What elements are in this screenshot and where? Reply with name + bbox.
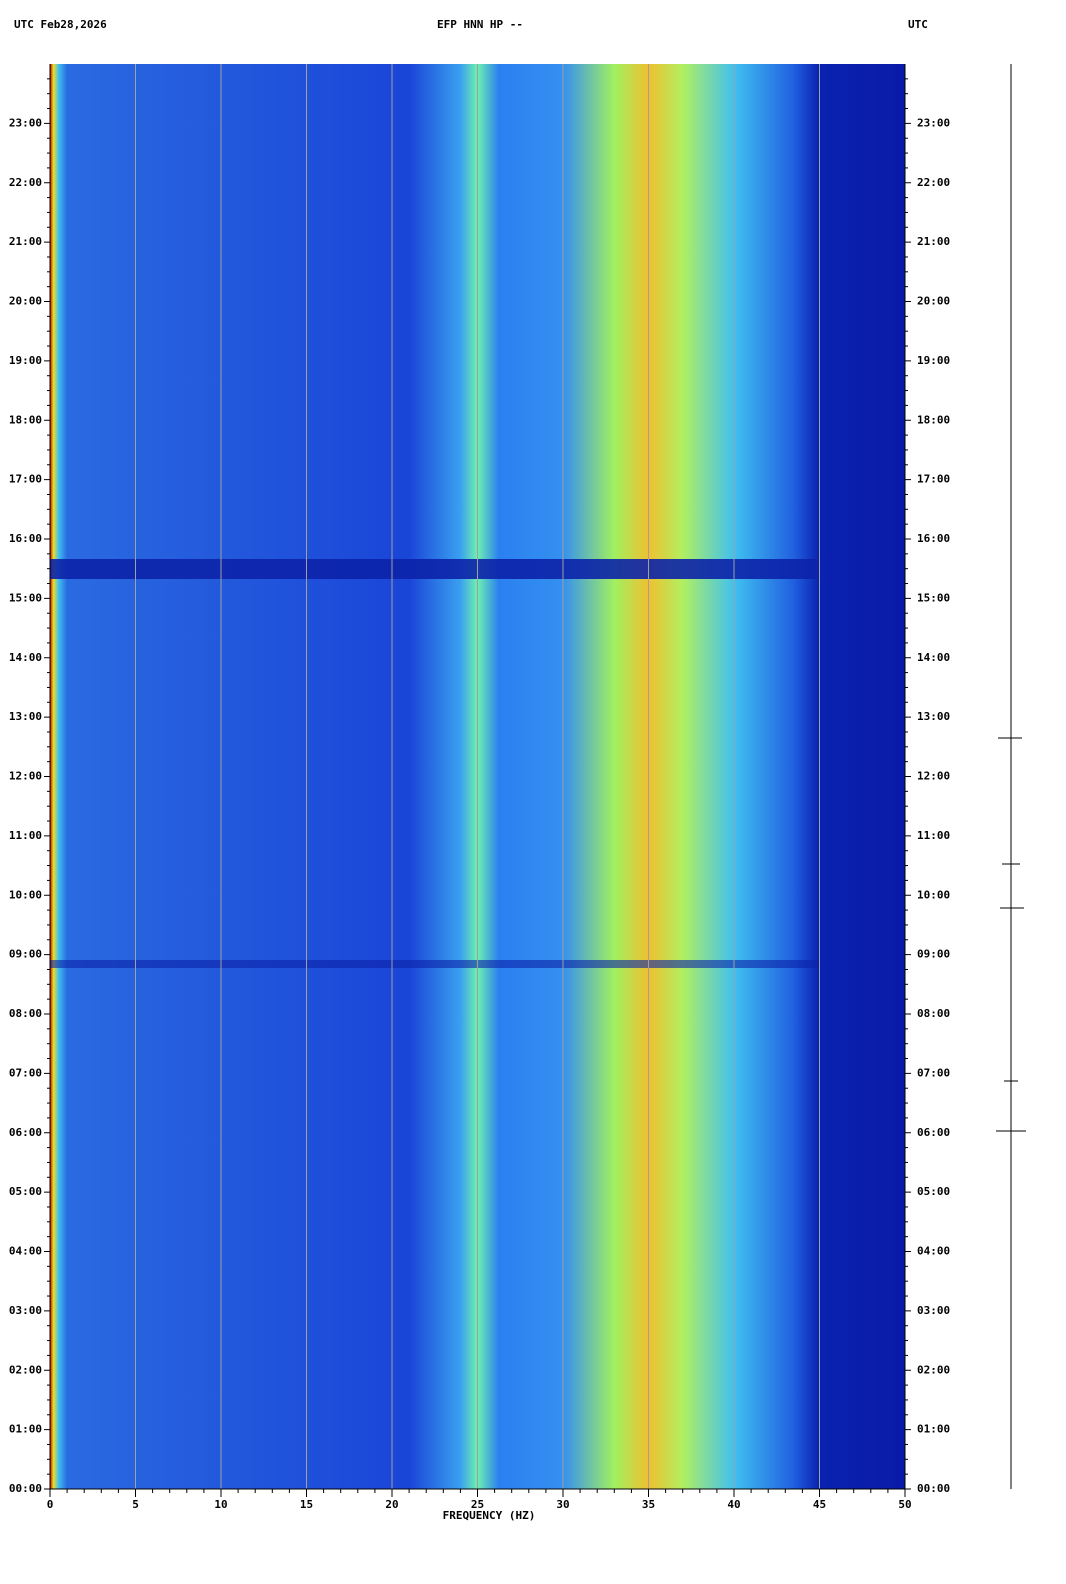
x-tick-label: 10 [214,1498,227,1511]
x-tick-label: 20 [385,1498,398,1511]
y-tick-label: 02:00 [917,1363,950,1376]
y-tick-label: 12:00 [9,770,42,783]
x-tick-label: 5 [132,1498,139,1511]
y-tick-label: 22:00 [9,176,42,189]
top-left-label: UTC Feb28,2026 [14,18,107,31]
y-tick-label: 06:00 [9,1126,42,1139]
y-tick-label: 19:00 [9,354,42,367]
y-tick-label: 04:00 [917,1245,950,1258]
x-tick-label: 35 [642,1498,655,1511]
quiet-band [50,960,820,968]
quiet-band [50,559,820,579]
y-tick-label: 10:00 [9,888,42,901]
y-tick-label: 10:00 [917,888,950,901]
y-tick-label: 20:00 [9,295,42,308]
x-tick-label: 40 [727,1498,740,1511]
y-tick-label: 16:00 [917,532,950,545]
y-tick-label: 03:00 [917,1304,950,1317]
y-tick-label: 15:00 [917,591,950,604]
chart-title: EFP HNN HP -- [437,18,523,31]
y-tick-label: 16:00 [9,532,42,545]
x-tick-label: 15 [300,1498,313,1511]
y-tick-label: 01:00 [9,1423,42,1436]
y-tick-label: 14:00 [9,651,42,664]
y-tick-label: 17:00 [9,473,42,486]
y-tick-label: 23:00 [9,116,42,129]
y-tick-label: 22:00 [917,176,950,189]
top-right-label: UTC [908,18,928,31]
y-tick-label: 18:00 [9,413,42,426]
y-tick-label: 13:00 [9,710,42,723]
y-tick-label: 12:00 [917,770,950,783]
y-tick-label: 09:00 [917,948,950,961]
y-tick-label: 05:00 [9,1185,42,1198]
y-tick-label: 21:00 [917,235,950,248]
y-tick-label: 13:00 [917,710,950,723]
y-tick-label: 00:00 [917,1482,950,1495]
y-tick-label: 20:00 [917,295,950,308]
y-tick-label: 02:00 [9,1363,42,1376]
x-tick-label: 25 [471,1498,484,1511]
y-tick-label: 08:00 [917,1007,950,1020]
y-tick-label: 21:00 [9,235,42,248]
y-tick-label: 14:00 [917,651,950,664]
y-tick-label: 17:00 [917,473,950,486]
x-tick-label: 0 [47,1498,54,1511]
y-tick-label: 19:00 [917,354,950,367]
y-tick-label: 08:00 [9,1007,42,1020]
x-tick-label: 50 [898,1498,911,1511]
y-tick-label: 18:00 [917,413,950,426]
y-tick-label: 07:00 [917,1066,950,1079]
y-tick-label: 07:00 [9,1066,42,1079]
y-tick-label: 03:00 [9,1304,42,1317]
y-tick-label: 15:00 [9,591,42,604]
y-tick-label: 09:00 [9,948,42,961]
x-axis-title: FREQUENCY (HZ) [443,1509,536,1522]
y-tick-label: 23:00 [917,116,950,129]
y-tick-label: 05:00 [917,1185,950,1198]
y-tick-label: 11:00 [917,829,950,842]
y-tick-label: 04:00 [9,1245,42,1258]
y-tick-label: 01:00 [917,1423,950,1436]
y-tick-label: 00:00 [9,1482,42,1495]
x-tick-label: 45 [813,1498,826,1511]
y-tick-label: 11:00 [9,829,42,842]
y-tick-label: 06:00 [917,1126,950,1139]
x-tick-label: 30 [556,1498,569,1511]
